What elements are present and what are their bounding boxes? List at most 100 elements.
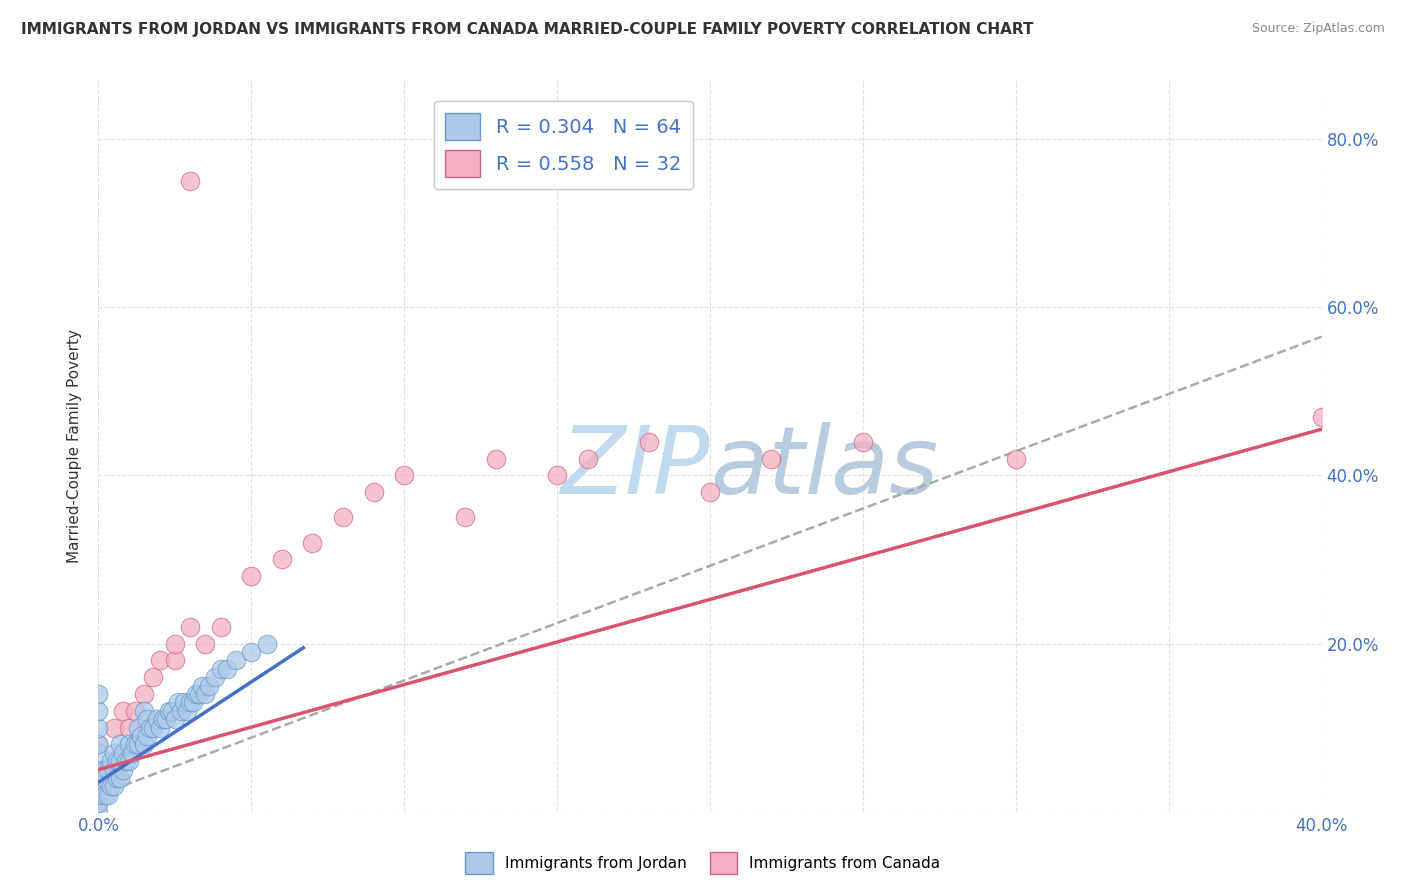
Point bbox=[105, 754, 128, 768]
Point bbox=[93, 788, 115, 802]
Point bbox=[637, 434, 661, 449]
Point bbox=[97, 788, 120, 802]
Point bbox=[240, 569, 263, 583]
Point bbox=[301, 535, 323, 549]
Point bbox=[576, 451, 599, 466]
Point bbox=[103, 746, 125, 760]
Point bbox=[100, 754, 122, 768]
Point bbox=[256, 636, 278, 650]
Point bbox=[392, 468, 416, 483]
Point bbox=[240, 645, 263, 659]
Point bbox=[194, 636, 217, 650]
Point bbox=[173, 695, 195, 709]
Text: Source: ZipAtlas.com: Source: ZipAtlas.com bbox=[1251, 22, 1385, 36]
Point bbox=[204, 670, 226, 684]
Point bbox=[103, 763, 125, 777]
Point bbox=[1310, 409, 1333, 424]
Point bbox=[134, 704, 156, 718]
Point bbox=[167, 695, 190, 709]
Point bbox=[103, 780, 125, 794]
Point bbox=[87, 797, 110, 811]
Point bbox=[87, 797, 110, 811]
Text: ZIP: ZIP bbox=[561, 423, 710, 514]
Point bbox=[87, 738, 110, 752]
Point bbox=[124, 738, 146, 752]
Point bbox=[115, 754, 138, 768]
Point bbox=[363, 485, 385, 500]
Point bbox=[225, 653, 247, 667]
Point bbox=[209, 620, 232, 634]
Point bbox=[155, 712, 177, 726]
Point bbox=[136, 712, 159, 726]
Point bbox=[170, 704, 193, 718]
Point bbox=[127, 738, 149, 752]
Point bbox=[759, 451, 782, 466]
Point bbox=[179, 620, 201, 634]
Point bbox=[87, 763, 110, 777]
Point bbox=[87, 738, 110, 752]
Point bbox=[215, 662, 238, 676]
Point bbox=[134, 687, 156, 701]
Point bbox=[87, 805, 110, 819]
Point bbox=[118, 721, 141, 735]
Point bbox=[454, 510, 477, 524]
Point bbox=[93, 763, 115, 777]
Point bbox=[149, 653, 172, 667]
Point bbox=[97, 763, 120, 777]
Point bbox=[546, 468, 568, 483]
Point bbox=[194, 687, 217, 701]
Point bbox=[149, 721, 172, 735]
Point bbox=[163, 712, 186, 726]
Point bbox=[87, 704, 110, 718]
Point bbox=[181, 695, 204, 709]
Point bbox=[176, 704, 198, 718]
Point bbox=[152, 712, 174, 726]
Point bbox=[111, 746, 134, 760]
Point bbox=[270, 552, 292, 566]
Point bbox=[197, 679, 219, 693]
Point bbox=[145, 712, 167, 726]
Point bbox=[87, 780, 110, 794]
Point bbox=[191, 679, 214, 693]
Point bbox=[93, 771, 115, 785]
Point bbox=[118, 738, 141, 752]
Point bbox=[134, 738, 156, 752]
Point bbox=[188, 687, 211, 701]
Point bbox=[699, 485, 721, 500]
Point bbox=[163, 636, 186, 650]
Point bbox=[108, 738, 131, 752]
Point bbox=[179, 174, 201, 188]
Point bbox=[852, 434, 875, 449]
Point bbox=[108, 771, 131, 785]
Point bbox=[332, 510, 354, 524]
Point bbox=[111, 704, 134, 718]
Legend: R = 0.304   N = 64, R = 0.558   N = 32: R = 0.304 N = 64, R = 0.558 N = 32 bbox=[433, 101, 693, 189]
Y-axis label: Married-Couple Family Poverty: Married-Couple Family Poverty bbox=[67, 329, 83, 563]
Point bbox=[87, 721, 110, 735]
Point bbox=[129, 729, 152, 743]
Point bbox=[108, 754, 131, 768]
Point bbox=[142, 670, 165, 684]
Point bbox=[127, 721, 149, 735]
Point bbox=[485, 451, 508, 466]
Point bbox=[163, 653, 186, 667]
Point bbox=[157, 704, 180, 718]
Point bbox=[186, 687, 208, 701]
Text: IMMIGRANTS FROM JORDAN VS IMMIGRANTS FROM CANADA MARRIED-COUPLE FAMILY POVERTY C: IMMIGRANTS FROM JORDAN VS IMMIGRANTS FRO… bbox=[21, 22, 1033, 37]
Point bbox=[103, 721, 125, 735]
Point bbox=[136, 729, 159, 743]
Point bbox=[100, 780, 122, 794]
Point bbox=[121, 746, 143, 760]
Point bbox=[142, 721, 165, 735]
Point bbox=[105, 771, 128, 785]
Point bbox=[87, 763, 110, 777]
Point bbox=[118, 754, 141, 768]
Point bbox=[87, 746, 110, 760]
Point bbox=[209, 662, 232, 676]
Text: atlas: atlas bbox=[710, 423, 938, 514]
Point bbox=[1004, 451, 1026, 466]
Point bbox=[124, 704, 146, 718]
Point bbox=[139, 721, 162, 735]
Point bbox=[179, 695, 201, 709]
Point bbox=[160, 704, 183, 718]
